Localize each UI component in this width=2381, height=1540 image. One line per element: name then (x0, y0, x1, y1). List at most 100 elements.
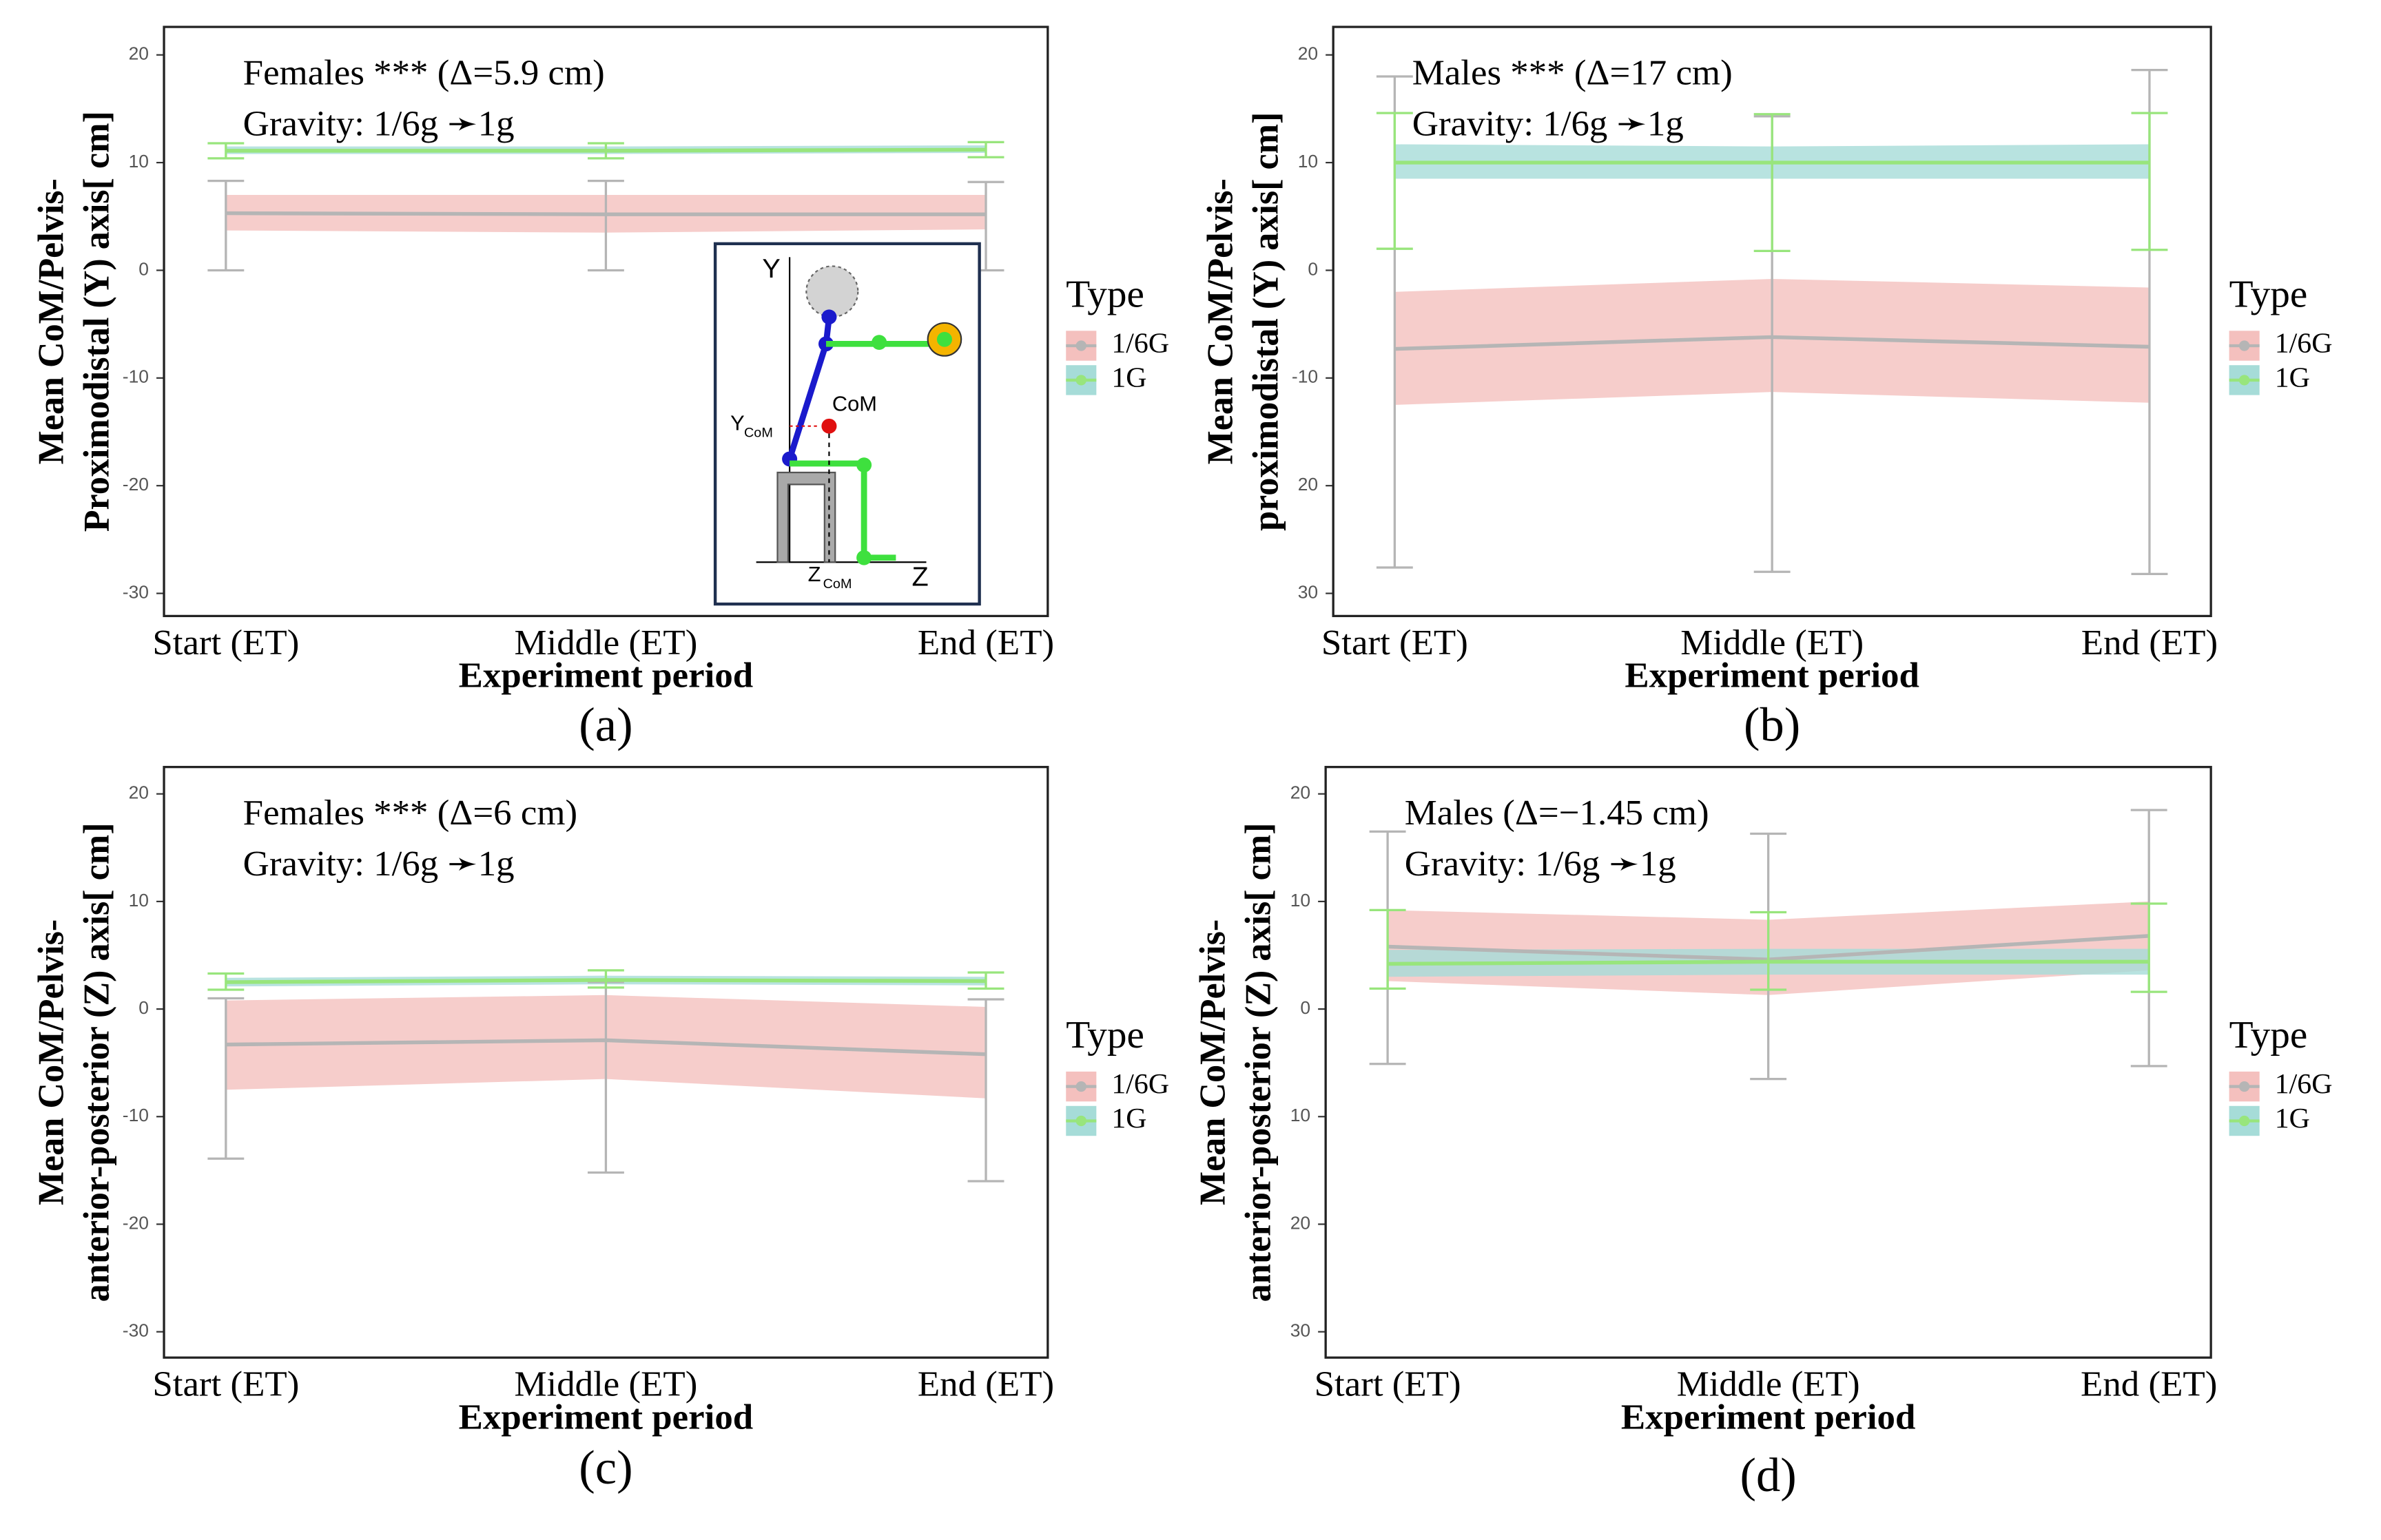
plot-frame (163, 25, 1049, 618)
hand-joint (936, 331, 952, 347)
joint (821, 309, 837, 325)
inset-subscript: CoM (823, 576, 852, 592)
x-tick-label: End (ET) (2081, 623, 2218, 663)
y-tick-label: -20 (123, 474, 149, 495)
y-tick-label: 10 (1290, 1105, 1310, 1125)
legend-key-dot (1075, 1115, 1087, 1127)
y-tick-label: 20 (1290, 1213, 1310, 1234)
x-tick-label: End (ET) (2081, 1364, 2217, 1404)
legend-label: 1/6G (1111, 327, 1169, 359)
annotation: Males *** (Δ=17 cm) (1412, 53, 1733, 93)
panel: 20 10 0 10 20 30 Start (ET) Middle (ET) End (ET)… (1193, 766, 2333, 1502)
y-axis-label: Mean CoM/Pelvis- (31, 178, 71, 464)
y-axis-label: Mean CoM/Pelvis- (1200, 178, 1240, 464)
legend-title: Type (2229, 273, 2308, 316)
mean-line (1394, 335, 2150, 351)
y-tick-label: 30 (1290, 1320, 1310, 1341)
y-tick-label: -30 (123, 582, 149, 603)
x-tick-label: Start (ET) (152, 623, 299, 663)
panel-caption: (b) (1744, 699, 1800, 751)
legend-label: 1G (2275, 362, 2310, 393)
y-tick-label: 10 (129, 890, 149, 911)
y-tick-label: 0 (1300, 997, 1310, 1018)
mean-line (225, 978, 987, 984)
x-tick-label: Start (ET) (1321, 623, 1468, 663)
mean-line (1388, 959, 2150, 966)
panel-caption: (a) (579, 699, 632, 751)
annotation: Females *** (Δ=5.9 cm) (243, 53, 605, 93)
y-tick-label: 20 (129, 782, 149, 803)
legend-label: 1G (1111, 1102, 1146, 1134)
legend-label: 1/6G (2275, 327, 2333, 359)
y-axis-label: anterior-posterior (Z) axis[ cm] (1238, 822, 1278, 1302)
y-tick-label: 0 (138, 997, 149, 1018)
inset-label: Z (912, 562, 929, 592)
legend-key-dot (2238, 1115, 2250, 1127)
x-tick-label: Middle (ET) (514, 623, 697, 663)
y-tick-label: 0 (1308, 259, 1318, 280)
legend-key-dot (1075, 375, 1087, 386)
y-tick-label: 20 (1298, 43, 1318, 64)
mean-line (225, 211, 987, 216)
inset-label: Y (730, 412, 745, 435)
x-axis-label: Experiment period (1625, 656, 1919, 696)
y-tick-label: -10 (123, 366, 149, 387)
inset-label: CoM (832, 393, 877, 416)
legend-key-dot (1075, 1081, 1087, 1092)
head (805, 265, 859, 318)
annotation: Gravity: 1/6g ➛1g (243, 104, 515, 144)
legend-title: Type (2229, 1013, 2308, 1057)
plot-frame (163, 766, 1049, 1359)
annotation: Gravity: 1/6g ➛1g (243, 844, 515, 884)
ankle (856, 550, 872, 565)
x-tick-label: End (ET) (918, 623, 1054, 663)
y-axis-label: Mean CoM/Pelvis- (31, 919, 71, 1205)
panel-caption: (c) (579, 1442, 632, 1495)
panel-caption: (d) (1740, 1450, 1797, 1502)
mean-line (225, 1038, 987, 1057)
y-tick-label: 20 (1290, 782, 1310, 803)
elbow (872, 335, 887, 350)
y-axis-label: proximodistal (Y) axis[ cm] (1246, 112, 1286, 531)
y-tick-label: -10 (123, 1105, 149, 1125)
annotation: Gravity: 1/6g ➛1g (1412, 104, 1684, 144)
y-axis-label: anterior-posterior (Z) axis[ cm] (76, 822, 116, 1302)
legend-key-dot (2238, 340, 2250, 351)
leg (790, 460, 896, 561)
x-tick-label: Start (ET) (1315, 1364, 1461, 1404)
y-tick-label: 10 (1290, 890, 1310, 911)
y-tick-label: 0 (138, 259, 149, 280)
mean-line (225, 147, 987, 153)
annotation: Gravity: 1/6g ➛1g (1405, 844, 1676, 884)
legend-title: Type (1066, 273, 1144, 316)
knee (856, 457, 872, 472)
annotation: Females *** (Δ=6 cm) (243, 793, 577, 833)
legend-key-dot (1075, 340, 1087, 351)
inset-label: Y (762, 254, 780, 284)
x-tick-label: Start (ET) (152, 1364, 299, 1404)
y-tick-label: -20 (123, 1213, 149, 1234)
com (821, 418, 837, 434)
x-axis-label: Experiment period (1621, 1397, 1916, 1437)
legend-key-dot (2238, 375, 2250, 386)
legend-label: 1/6G (2275, 1068, 2333, 1099)
legend-label: 1G (1111, 362, 1146, 393)
y-tick-label: 20 (1298, 474, 1318, 495)
plot-frame (1332, 25, 2212, 618)
x-axis-label: Experiment period (459, 656, 754, 696)
x-tick-label: Middle (ET) (1677, 1364, 1860, 1404)
legend-label: 1G (2275, 1102, 2310, 1134)
x-axis-label: Experiment period (459, 1397, 754, 1437)
x-tick-label: Middle (ET) (514, 1364, 697, 1404)
y-tick-label: 30 (1298, 582, 1318, 603)
y-axis-label: Proximodistal (Y) axis[ cm] (76, 111, 116, 532)
y-tick-label: -30 (123, 1320, 149, 1341)
y-tick-label: 10 (129, 151, 149, 171)
legend-label: 1/6G (1111, 1068, 1169, 1099)
